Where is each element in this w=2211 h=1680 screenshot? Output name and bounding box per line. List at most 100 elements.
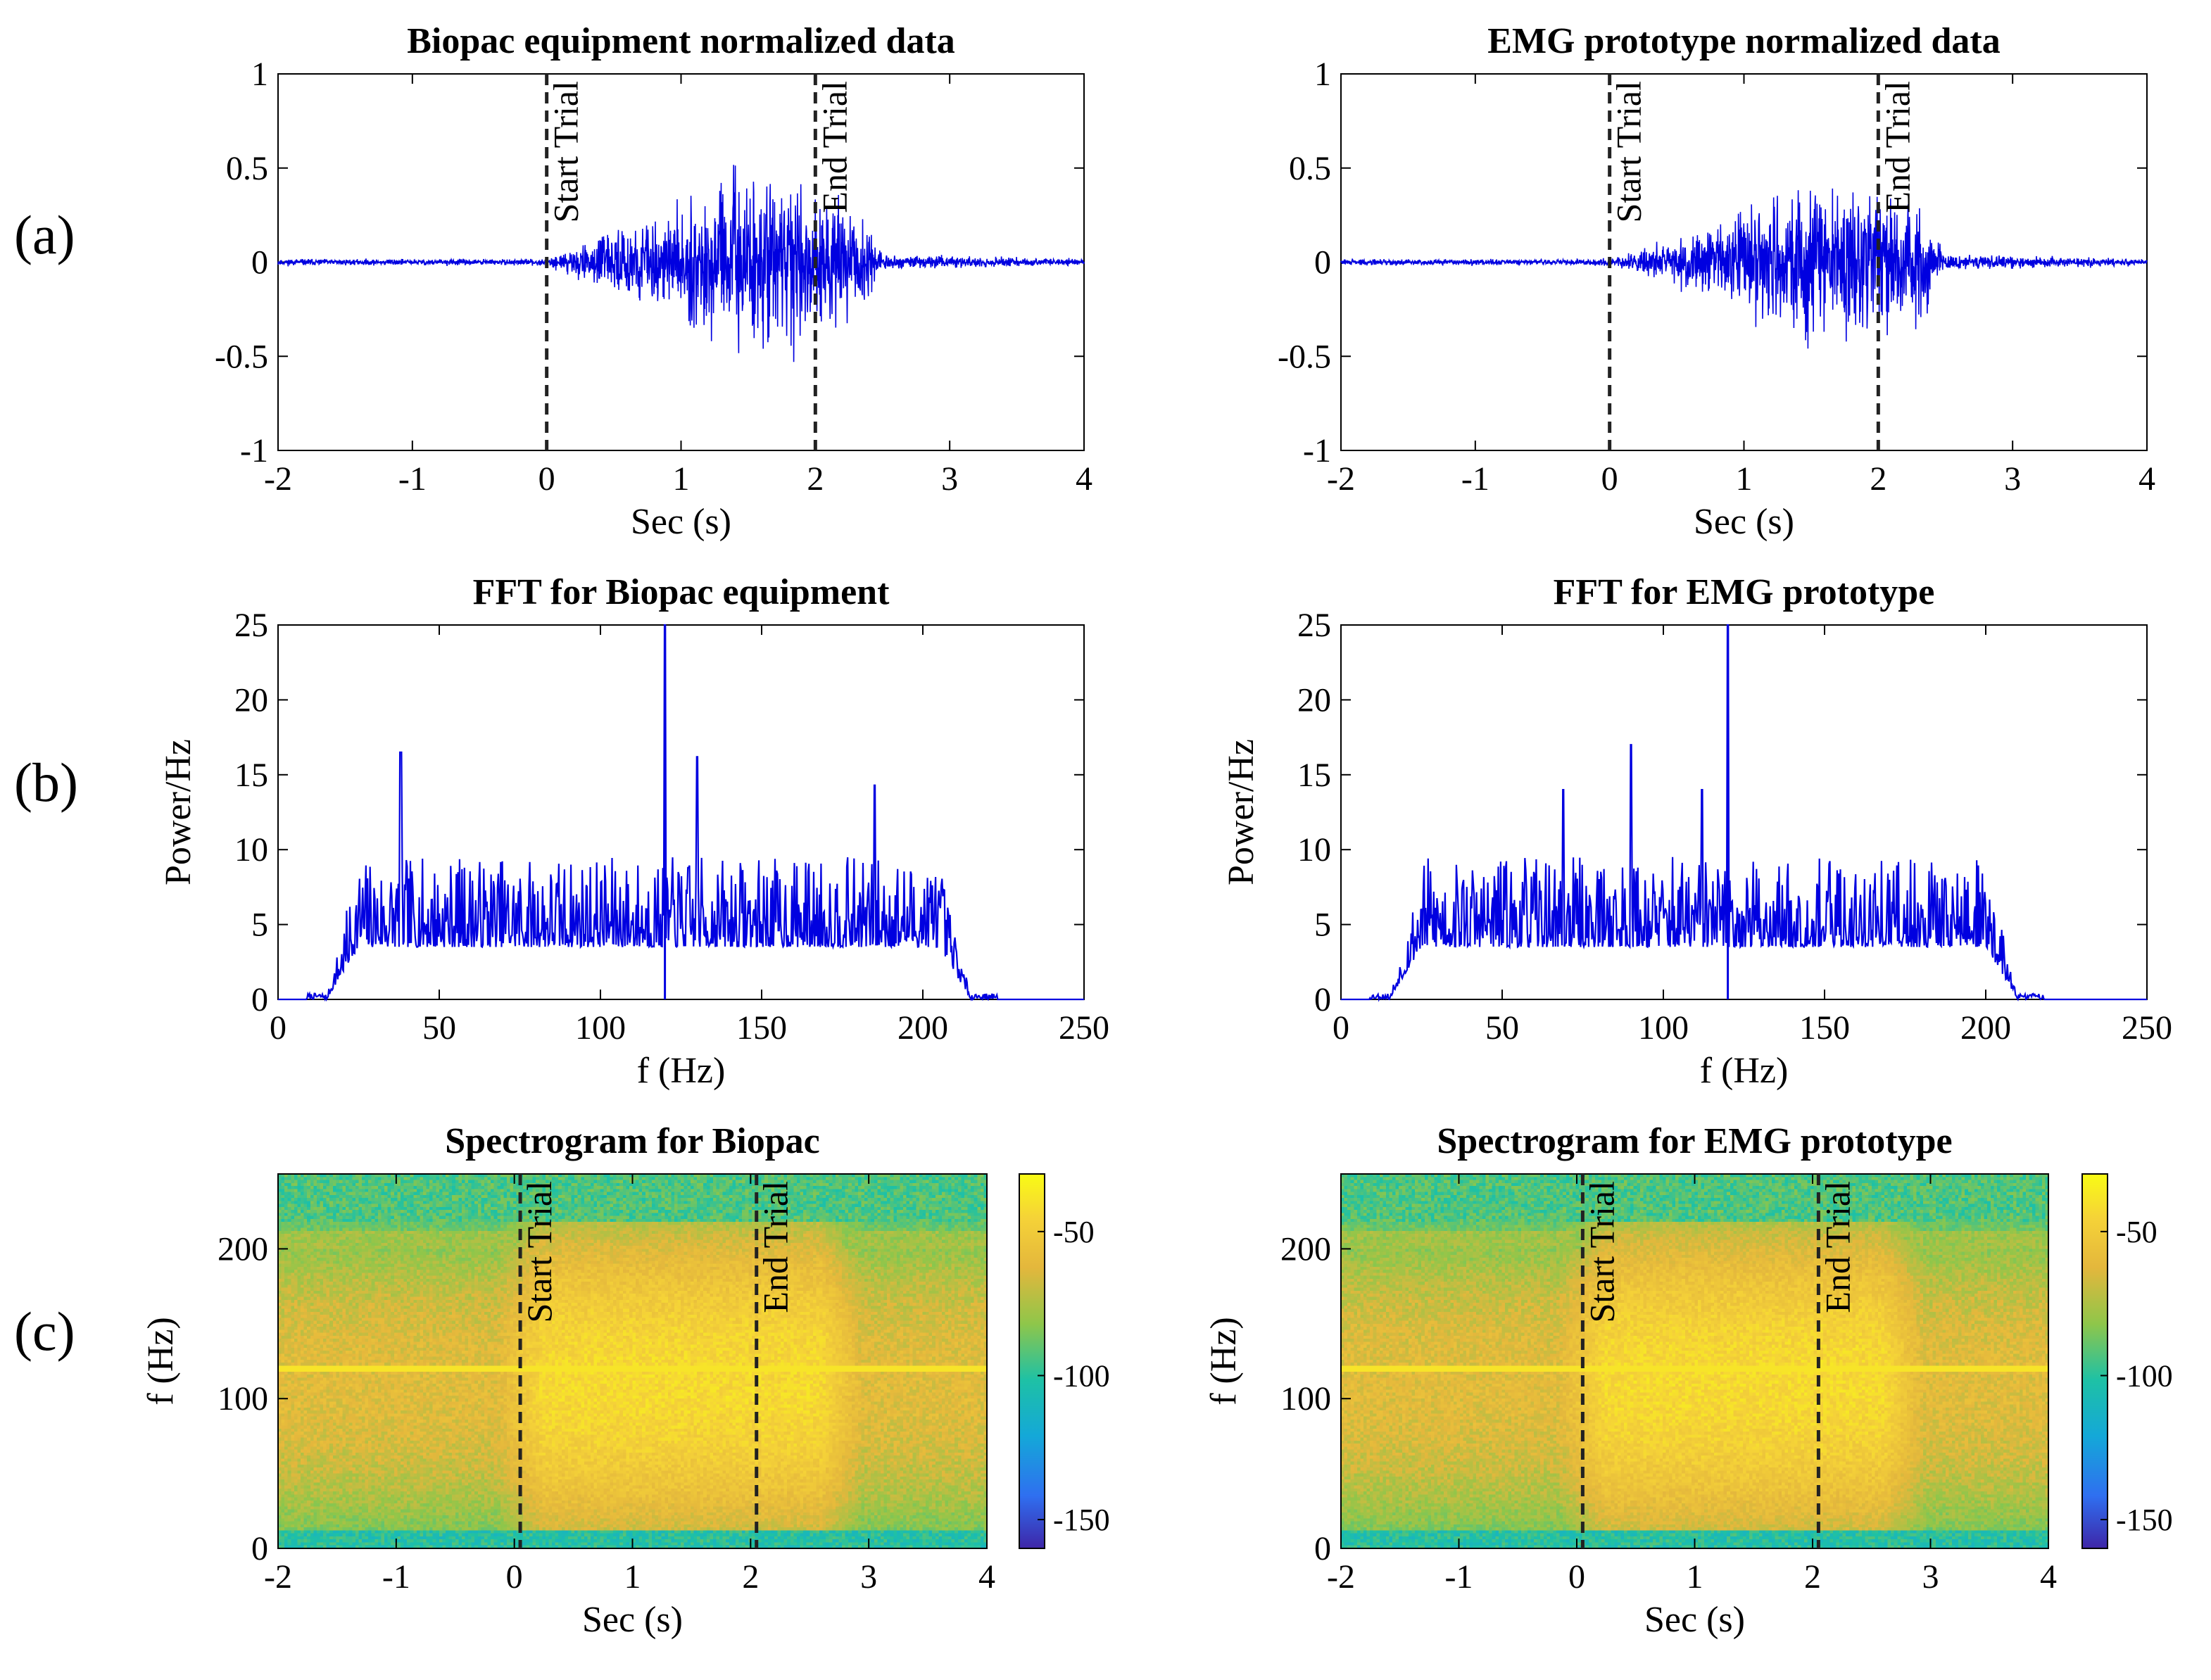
spectrogram-cell [484, 1180, 488, 1184]
x-tick-label: 0 [270, 1009, 286, 1047]
spectrogram-cell [707, 1177, 710, 1180]
spectrogram-cell [488, 1180, 491, 1184]
spectrogram-cell [355, 1180, 359, 1184]
spectrogram-cell [739, 1177, 743, 1180]
spectrogram-cell [732, 1177, 736, 1180]
spectrogram-cell [713, 1177, 717, 1180]
spectrogram-cell [945, 1177, 949, 1180]
y-tick-label: 1 [1314, 56, 1331, 93]
spectrogram-cell [700, 1177, 704, 1180]
spectrogram-cell [343, 1177, 346, 1180]
spectrogram-cell [500, 1177, 504, 1180]
x-tick-label: 0 [1601, 460, 1618, 498]
chart-biopac-fft: 0 50 100 150 200 2500510152025FFT for Biopac … [158, 572, 1109, 1091]
spectrogram-cell [442, 1180, 446, 1184]
x-tick-label: 2 [1870, 460, 1886, 498]
x-tick-label: -2 [264, 460, 292, 498]
end-trial-label: End Trial [814, 81, 854, 213]
spectrogram-cell [358, 1177, 362, 1180]
spectrogram-cell [836, 1177, 839, 1180]
spectrogram-cell [807, 1177, 810, 1180]
spectrogram-cell [642, 1177, 645, 1180]
spectrogram-cell [442, 1177, 446, 1180]
spectrogram-cell [497, 1177, 500, 1180]
spectrogram-cell [488, 1177, 491, 1180]
spectrogram-cell [423, 1177, 427, 1180]
signal-line [1341, 189, 2147, 348]
y-tick-label: 5 [1314, 907, 1331, 944]
spectrogram-cell [410, 1177, 414, 1180]
spectrogram-cell [401, 1177, 404, 1180]
row-label-b: (b) [14, 752, 78, 813]
figure: (a) (b) (c) -2 -1 0 1 2 3 4-1-0.500.51Biopac e… [0, 0, 2211, 1680]
spectrogram-cell [288, 1177, 291, 1180]
spectrogram-cell [407, 1180, 410, 1184]
spectrogram-cell [307, 1180, 310, 1184]
spectrogram-cell [429, 1177, 433, 1180]
spectrogram-cell [790, 1177, 794, 1180]
y-tick-label: 15 [1297, 757, 1331, 794]
spectrogram-cell [362, 1180, 365, 1184]
spectrogram-cell [384, 1180, 388, 1184]
spectrogram-cell [848, 1177, 852, 1180]
spectrogram-cell [297, 1177, 301, 1180]
spectrogram-cell [977, 1177, 981, 1180]
spectrogram-cell [388, 1177, 391, 1180]
y-tick-label: 15 [234, 757, 268, 794]
spectrogram-cell [648, 1177, 652, 1180]
spectrogram-cell [368, 1180, 372, 1184]
spectrogram-cell [427, 1180, 430, 1184]
chart-proto-fft: 0 50 100 150 200 2500510152025FFT for EMG pro… [1221, 572, 2172, 1091]
spectrogram-cell [510, 1180, 514, 1184]
spectrogram-cell [288, 1180, 291, 1184]
x-axis-label: f (Hz) [1700, 1051, 1789, 1091]
spectrogram-cell [893, 1177, 897, 1180]
spectrogram-cell [284, 1177, 288, 1180]
spectrogram-cell [533, 1177, 536, 1180]
spectrogram-cell [523, 1177, 527, 1180]
y-tick-label: 0.5 [226, 150, 268, 187]
spectrogram-cell [317, 1177, 320, 1180]
spectrogram-cell [439, 1180, 443, 1184]
spectrogram-cell [510, 1177, 514, 1180]
spectrogram-cell [864, 1177, 868, 1180]
spectrogram-cell [362, 1177, 365, 1180]
spectrogram-cell [736, 1177, 739, 1180]
spectrogram-cell [562, 1177, 565, 1180]
spectrogram-cell [481, 1180, 484, 1184]
spectrogram-cell [494, 1180, 498, 1184]
spectrogram-cell [662, 1177, 665, 1180]
spectrogram-cell [572, 1177, 575, 1180]
x-tick-label: 200 [1960, 1009, 2011, 1047]
spectrogram-cell [932, 1177, 936, 1180]
x-tick-label: 4 [2138, 460, 2155, 498]
spectrogram-cell [710, 1177, 713, 1180]
spectrogram-cell [339, 1180, 343, 1184]
spectrogram-cell [478, 1180, 481, 1184]
spectrogram-cell [343, 1180, 346, 1184]
spectrogram-cell [617, 1177, 620, 1180]
y-tick-label: 0 [1314, 981, 1331, 1018]
spectrogram-cell [603, 1177, 607, 1180]
spectrogram-cell [413, 1177, 417, 1180]
end-trial-label: End Trial [1877, 81, 1917, 213]
spectrogram-cell [294, 1180, 298, 1184]
spectrogram-cell [404, 1177, 408, 1180]
spectrogram-cell [591, 1177, 594, 1180]
spectrogram-cell [855, 1177, 858, 1180]
spectrogram-cell [546, 1177, 549, 1180]
x-tick-label: 150 [736, 1009, 787, 1047]
spectrogram-cell [417, 1177, 420, 1180]
spectrum-line [278, 625, 1084, 999]
spectrogram-cell [446, 1180, 449, 1184]
spectrogram-cell [678, 1177, 681, 1180]
y-tick-label: -1 [1303, 432, 1331, 469]
spectrogram-cell [781, 1177, 784, 1180]
spectrogram-cell [974, 1177, 978, 1180]
spectrogram-cell [555, 1177, 559, 1180]
spectrogram-cell [762, 1177, 765, 1180]
spectrogram-cell [458, 1180, 462, 1184]
spectrogram-cell [900, 1177, 903, 1180]
spectrogram-cell [320, 1177, 324, 1180]
spectrogram-cell [913, 1177, 916, 1180]
